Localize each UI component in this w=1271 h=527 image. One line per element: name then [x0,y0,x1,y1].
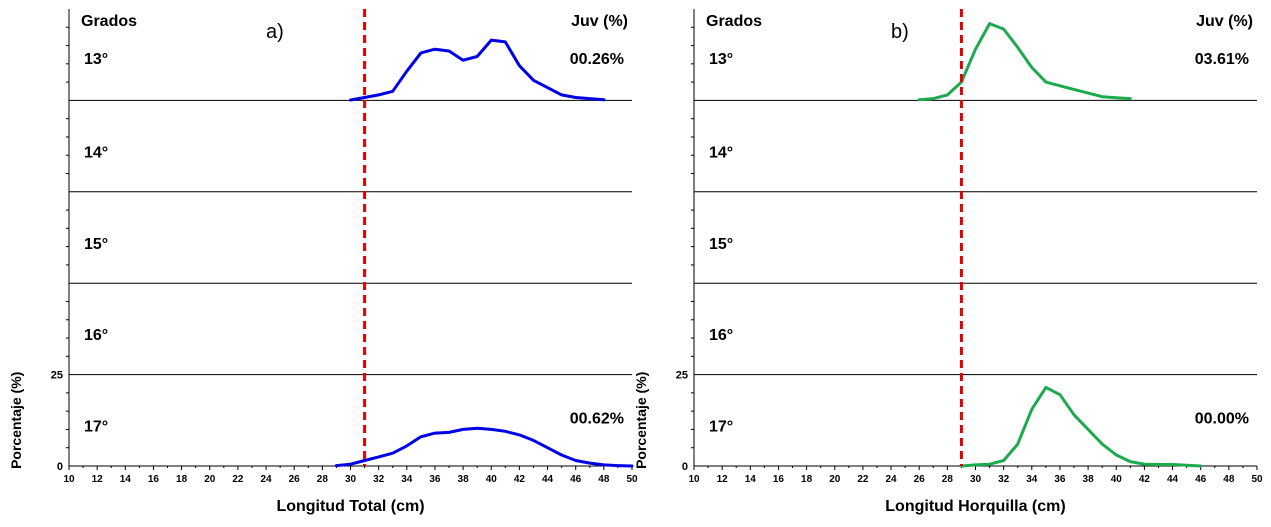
x-tick-label: 42 [1139,474,1151,485]
x-tick-label: 30 [970,474,982,485]
juv-value: 00.62% [570,411,624,428]
x-tick-label: 18 [176,474,188,485]
x-tick-label: 28 [942,474,954,485]
x-tick-label: 46 [1195,474,1207,485]
juv-value: 03.61% [1195,51,1249,68]
x-tick-label: 20 [204,474,216,485]
series-line-13 [349,38,606,102]
panel-letter: a) [266,21,284,43]
juv-value: 00.26% [570,51,624,68]
grado-label: 16° [84,327,108,344]
juv-header: Juv (%) [1196,13,1253,30]
grado-label: 13° [84,51,108,68]
panel-a: 10 12 14 16 18 20 22 24 26 28 30 32 34 36 38 40 42 44 46 48… [8,9,638,515]
juv-header: Juv (%) [571,13,628,30]
x-tick-label: 32 [373,474,385,485]
series-line-13 [917,22,1132,102]
x-tick-label: 24 [885,474,897,485]
grado-label: 17° [709,419,733,436]
y-axis-label: Porcentaje (%) [8,372,24,469]
series-line-17 [959,385,1203,468]
x-tick-label: 36 [429,474,441,485]
x-tick-label: 26 [914,474,926,485]
grado-label: 15° [84,236,108,253]
x-tick-label: 28 [317,474,329,485]
grado-label: 17° [84,419,108,436]
x-tick-label: 22 [857,474,869,485]
x-tick-label: 44 [542,474,554,485]
x-tick-label: 12 [92,474,104,485]
grados-header: Grados [81,13,137,30]
x-tick-label: 48 [1223,474,1235,485]
x-tick-label: 38 [458,474,470,485]
y-tick-label: 25 [676,370,688,382]
y-tick-label: 0 [682,461,688,473]
x-tick-label: 22 [232,474,244,485]
x-tick-label: 20 [829,474,841,485]
x-tick-label: 16 [773,474,785,485]
x-tick-label: 10 [688,474,700,485]
x-tick-label: 18 [801,474,813,485]
x-tick-label: 50 [626,474,638,485]
grado-label: 16° [709,327,733,344]
grados-header: Grados [706,13,762,30]
x-tick-label: 38 [1083,474,1095,485]
juv-value: 00.00% [1195,411,1249,428]
x-tick-label: 32 [998,474,1010,485]
x-tick-label: 24 [260,474,272,485]
x-axis-label: Longitud Total (cm) [276,498,424,515]
x-tick-label: 26 [289,474,301,485]
x-tick-label: 50 [1251,474,1263,485]
grado-label: 14° [84,144,108,161]
x-tick-label: 42 [514,474,526,485]
series-line-17 [334,426,634,468]
x-tick-label: 40 [1111,474,1123,485]
panel-letter: b) [891,21,909,43]
x-tick-label: 44 [1167,474,1179,485]
x-tick-label: 12 [717,474,729,485]
x-tick-label: 30 [345,474,357,485]
grado-label: 15° [709,236,733,253]
x-tick-label: 34 [401,474,413,485]
x-tick-label: 14 [120,474,132,485]
x-tick-label: 16 [148,474,160,485]
x-tick-label: 34 [1026,474,1038,485]
x-tick-label: 36 [1054,474,1066,485]
y-tick-label: 0 [57,461,63,473]
x-axis-label: Longitud Horquilla (cm) [885,498,1065,515]
grado-label: 13° [709,51,733,68]
y-axis-label: Porcentaje (%) [633,372,649,469]
x-tick-label: 10 [63,474,75,485]
x-tick-label: 46 [570,474,582,485]
x-tick-label: 40 [486,474,498,485]
x-tick-label: 48 [598,474,610,485]
grado-label: 14° [709,144,733,161]
panel-b: 10 12 14 16 18 20 22 24 26 28 30 32 34 36 38 40 42 44 46 48… [633,9,1263,515]
x-tick-label: 14 [745,474,757,485]
y-tick-label: 25 [51,370,63,382]
